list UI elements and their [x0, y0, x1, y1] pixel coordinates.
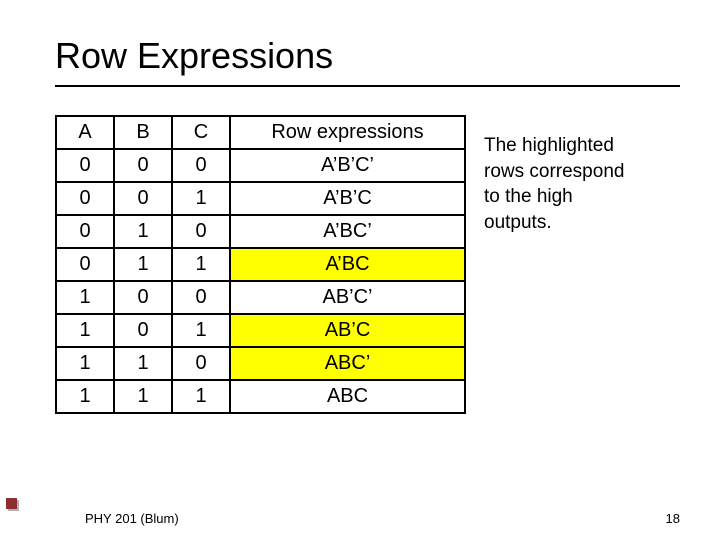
cell-a: 1: [56, 380, 114, 413]
cell-c: 0: [172, 281, 230, 314]
cell-expr: A’BC’: [230, 215, 465, 248]
cell-a: 1: [56, 281, 114, 314]
col-header-expr: Row expressions: [230, 116, 465, 149]
table-row: 1 0 1 AB’C: [56, 314, 465, 347]
cell-c: 1: [172, 314, 230, 347]
table-row: 0 0 1 A’B’C: [56, 182, 465, 215]
page-title: Row Expressions: [55, 35, 680, 77]
col-header-c: C: [172, 116, 230, 149]
cell-expr: ABC: [230, 380, 465, 413]
footer-right: 18: [666, 511, 680, 526]
col-header-b: B: [114, 116, 172, 149]
cell-b: 0: [114, 182, 172, 215]
cell-c: 0: [172, 215, 230, 248]
table-row: 1 1 1 ABC: [56, 380, 465, 413]
table-header-row: A B C Row expressions: [56, 116, 465, 149]
content-row: A B C Row expressions 0 0 0 A’B’C’ 0 0 1: [55, 115, 680, 414]
cell-expr: A’B’C: [230, 182, 465, 215]
slide: Row Expressions A B C Row expressions 0 …: [0, 0, 720, 540]
cell-expr: AB’C’: [230, 281, 465, 314]
cell-c: 0: [172, 347, 230, 380]
cell-a: 0: [56, 248, 114, 281]
footer-left: PHY 201 (Blum): [85, 511, 179, 526]
cell-expr: A’BC: [230, 248, 465, 281]
cell-b: 0: [114, 149, 172, 182]
accent-square-icon: [6, 498, 18, 510]
cell-b: 1: [114, 380, 172, 413]
cell-expr: AB’C: [230, 314, 465, 347]
cell-b: 0: [114, 281, 172, 314]
table-row: 0 1 1 A’BC: [56, 248, 465, 281]
table-row: 0 1 0 A’BC’: [56, 215, 465, 248]
cell-a: 0: [56, 215, 114, 248]
cell-c: 0: [172, 149, 230, 182]
cell-b: 1: [114, 215, 172, 248]
cell-b: 1: [114, 347, 172, 380]
cell-c: 1: [172, 182, 230, 215]
cell-expr: ABC’: [230, 347, 465, 380]
truth-table: A B C Row expressions 0 0 0 A’B’C’ 0 0 1: [55, 115, 466, 414]
table-row: 0 0 0 A’B’C’: [56, 149, 465, 182]
cell-b: 1: [114, 248, 172, 281]
cell-a: 1: [56, 314, 114, 347]
title-rule: [55, 85, 680, 87]
col-header-a: A: [56, 116, 114, 149]
cell-a: 1: [56, 347, 114, 380]
cell-a: 0: [56, 182, 114, 215]
side-note: The highlighted rows correspond to the h…: [484, 115, 634, 236]
cell-c: 1: [172, 380, 230, 413]
table-body: 0 0 0 A’B’C’ 0 0 1 A’B’C 0 1 0 A’BC’: [56, 149, 465, 413]
table-row: 1 1 0 ABC’: [56, 347, 465, 380]
cell-a: 0: [56, 149, 114, 182]
cell-expr: A’B’C’: [230, 149, 465, 182]
cell-c: 1: [172, 248, 230, 281]
table-row: 1 0 0 AB’C’: [56, 281, 465, 314]
footer: PHY 201 (Blum) 18: [0, 511, 720, 526]
cell-b: 0: [114, 314, 172, 347]
